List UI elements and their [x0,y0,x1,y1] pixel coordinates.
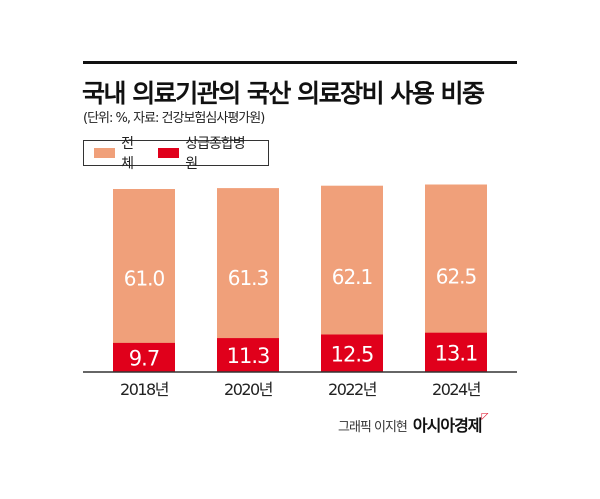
data-label-tertiary: 12.5 [331,342,374,366]
legend-label-total: 전체 [121,136,134,172]
data-label-tertiary: 9.7 [129,346,159,370]
brand-mark-icon: ◸ [481,412,489,422]
data-label-total: 62.5 [436,264,477,288]
credit-text: 그래픽 이지현 [338,420,408,435]
bar-tertiary [321,334,383,372]
title-rule [83,61,517,64]
bar-tertiary [113,342,175,372]
legend-swatch-total [94,148,116,158]
chart-subtitle: (단위: %, 자료: 건강보험심사평가원) [83,111,265,126]
bar-tertiary [217,338,279,372]
legend-item-total: 전체 [94,133,144,173]
x-tick-label: 2024년 [432,380,481,399]
data-label-tertiary: 13.1 [435,341,478,365]
bar-total [113,189,175,372]
legend-label-tertiary: 상급종합병원 [185,136,245,172]
legend-item-tertiary: 상급종합병원 [158,133,254,173]
brand-logo: 아시아경제 [412,416,483,435]
data-label-total: 62.1 [332,265,373,289]
credit: 그래픽 이지현 아시아경제◸ [338,412,489,436]
x-tick-label: 2022년 [328,380,377,399]
chart-title: 국내 의료기관의 국산 의료장비 사용 비중 [82,79,485,108]
data-label-total: 61.0 [124,267,165,291]
x-tick-label: 2020년 [224,380,273,399]
data-label-total: 61.3 [228,266,269,290]
x-tick-label: 2018년 [120,380,169,399]
bar-tertiary [425,332,487,372]
legend-swatch-tertiary [158,148,180,158]
data-label-tertiary: 11.3 [227,344,270,368]
legend: 전체 상급종합병원 [83,136,269,172]
